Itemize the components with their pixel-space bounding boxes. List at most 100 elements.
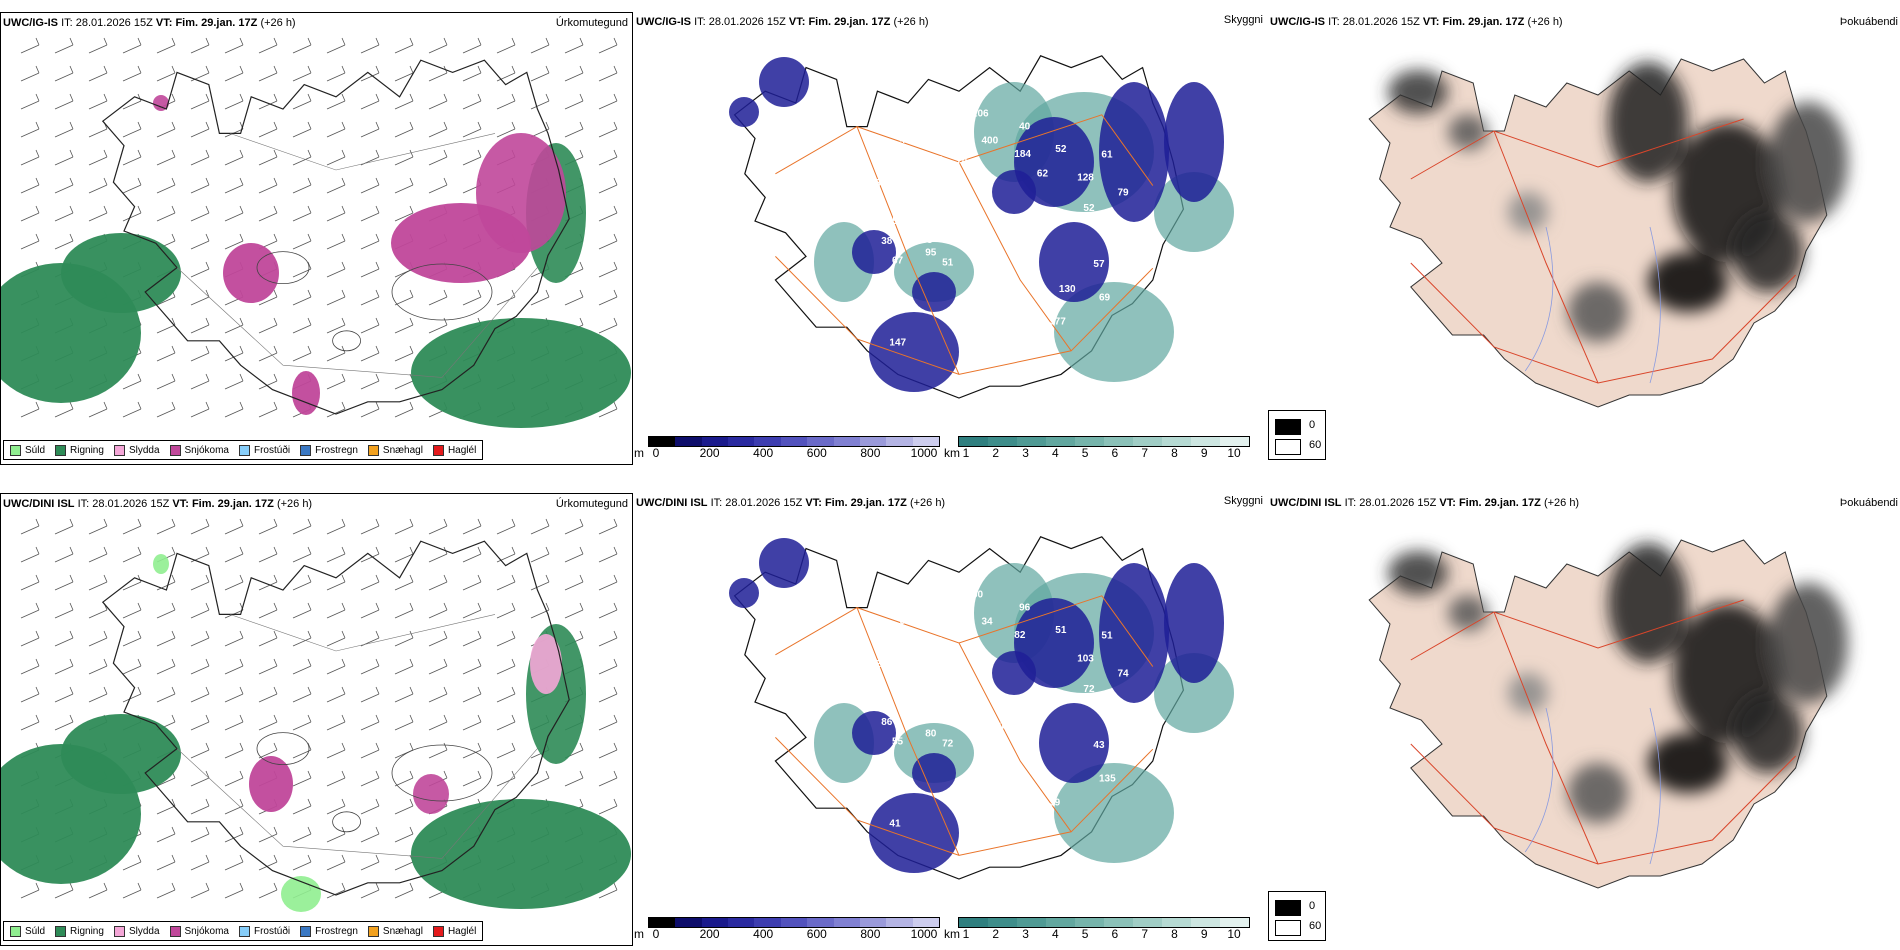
colorbar-tick: 1000 xyxy=(910,927,938,941)
legend-item: Haglél xyxy=(432,444,476,456)
cloud-map: 59 55 50 121 76 51 72 81 46 86 96 90 92 74 80 66 135 56 51… xyxy=(729,536,1234,880)
vt-label: VT: xyxy=(788,16,806,28)
cloud-base-label: 135 xyxy=(1099,773,1116,784)
key-black-label: 0 xyxy=(1309,419,1316,431)
colorbar-segment xyxy=(912,437,939,446)
legend-swatch xyxy=(55,925,67,937)
colorbar-tick: 7 xyxy=(1141,446,1148,460)
it-value: 28.01.2026 15Z xyxy=(725,497,803,509)
colorbar-segment xyxy=(833,918,860,927)
legend-item: Súld xyxy=(10,925,45,937)
lead-time: (+26 h) xyxy=(260,17,296,29)
colorbar-tick: 6 xyxy=(1111,927,1119,941)
model-name: UWC/DINI ISL xyxy=(636,497,708,509)
key-black-label: 0 xyxy=(1309,900,1316,912)
lead-time: (+26 h) xyxy=(893,16,929,28)
precip-type-map xyxy=(1,518,631,912)
colorbar-segment xyxy=(701,918,729,927)
legend-item: Snæhagl xyxy=(367,925,423,937)
cloud-base-label: 85 xyxy=(1114,706,1126,717)
cloud-base-label: 59 xyxy=(990,694,1002,705)
colorbar-tick: 9 xyxy=(1200,446,1208,460)
it-label: IT: xyxy=(61,17,73,29)
roads xyxy=(176,133,538,378)
colorbar-tick: 5 xyxy=(1081,446,1089,460)
it-label: IT: xyxy=(1344,497,1357,509)
height-colorbar: m 0 200 400 600 800 1000 xyxy=(634,436,954,462)
cloud-base-label: 400 xyxy=(982,136,999,147)
legend-swatch xyxy=(432,925,444,937)
cloud-base-label: 57 xyxy=(916,716,928,727)
fog-panel-top: UWC/IG-IS IT: 28.01.2026 15Z VT: Fim. 29… xyxy=(1268,12,1900,465)
glaciers xyxy=(256,732,493,833)
colorbar-tick: 8 xyxy=(1171,446,1178,460)
colorbar-segment xyxy=(728,437,755,446)
it-value: 28.01.2026 15Z xyxy=(92,498,170,510)
colorbar-tick: 2 xyxy=(992,927,1000,941)
vt-value: Fim. 29.jan. 17Z xyxy=(808,16,891,28)
cloud-base-label: 208 xyxy=(914,222,931,233)
colorbar-segment xyxy=(1017,918,1046,927)
colorbar-strip xyxy=(958,917,1250,928)
panel-title: Þokuábendi xyxy=(1839,497,1898,509)
legend-label: Frostregn xyxy=(315,444,358,456)
legend-label: Haglél xyxy=(447,925,477,937)
it-label: IT: xyxy=(77,498,90,510)
colorbar-tick: 0 xyxy=(652,446,660,460)
colorbar-segment xyxy=(1191,918,1220,927)
colorbar-segment xyxy=(807,437,834,446)
colorbar-strip xyxy=(648,436,940,447)
cloud-base-label: 57 xyxy=(990,213,1002,224)
colorbar-segment xyxy=(886,437,913,446)
fog-map xyxy=(1368,58,1848,408)
legend-label: Snjókoma xyxy=(184,925,229,937)
cloud-base-label: 41 xyxy=(889,818,901,829)
legend-label: Rigning xyxy=(70,925,104,937)
colorbar-segment xyxy=(754,437,781,446)
cloud-map: 57 67 106 76 56 61 51 48 52 38 40 55 83 79 95 98 69 125 52… xyxy=(729,55,1234,399)
glaciers xyxy=(256,251,493,352)
vt-value: Fim. 29.jan. 17Z xyxy=(1458,497,1541,509)
colorbar-tick: 0 xyxy=(652,927,660,941)
colorbar-strip xyxy=(958,436,1250,447)
colorbar-tick: 800 xyxy=(860,927,881,941)
colorbar-segment xyxy=(959,918,988,927)
cloud-base-label: 150 xyxy=(1114,225,1131,236)
colorbar-segment xyxy=(1046,918,1075,927)
model-name: UWC/IG-IS xyxy=(1270,16,1325,28)
cloud-base-label: 95 xyxy=(925,247,937,258)
legend-item: Snjókoma xyxy=(169,925,229,937)
colorbar-tick: 200 xyxy=(699,446,720,460)
colorbar-tick: 5 xyxy=(1081,927,1089,941)
colorbar-unit: km xyxy=(944,927,960,941)
cloud-base-label: 52 xyxy=(1055,144,1067,155)
cloud-panel-bottom: UWC/DINI ISL IT: 28.01.2026 15Z VT: Fim.… xyxy=(634,493,1267,946)
fog-map xyxy=(1368,539,1848,889)
cloud-base-label: 83 xyxy=(870,178,882,189)
colorbar-segment xyxy=(649,918,676,927)
panel-title: Skyggni xyxy=(1223,495,1263,507)
cloud-base-label: 66 xyxy=(942,611,954,622)
legend-item: Súld xyxy=(10,444,45,456)
legend-swatch xyxy=(55,444,67,456)
it-value: 28.01.2026 15Z xyxy=(708,16,786,28)
key-black-swatch xyxy=(1275,419,1301,435)
cloud-base-label: 55 xyxy=(972,241,984,252)
cloud-base-label: 74 xyxy=(1118,668,1130,679)
colorbar-tick: 200 xyxy=(699,927,720,941)
it-value: 28.01.2026 15Z xyxy=(75,17,153,29)
cloud-panel-top: UWC/IG-IS IT: 28.01.2026 15Z VT: Fim. 29… xyxy=(634,12,1267,465)
cloud-base-label: 78 xyxy=(958,719,970,730)
cloud-base-label: 43 xyxy=(1093,740,1105,751)
colorbar-tick: 1 xyxy=(962,446,970,460)
cloud-base-label: 62 xyxy=(1037,169,1049,180)
colorbar-tick: 4 xyxy=(1051,927,1059,941)
panel-header: UWC/DINI ISL IT: 28.01.2026 15Z VT: Fim.… xyxy=(1270,497,1579,509)
cloud-base-label: 178 xyxy=(958,238,975,249)
model-name: UWC/DINI ISL xyxy=(3,498,75,510)
legend-swatch xyxy=(10,444,21,456)
it-value: 28.01.2026 15Z xyxy=(1359,497,1437,509)
colorbar-segment xyxy=(649,437,676,446)
cloud-base-label: 128 xyxy=(1077,173,1094,184)
coastline xyxy=(101,540,570,896)
